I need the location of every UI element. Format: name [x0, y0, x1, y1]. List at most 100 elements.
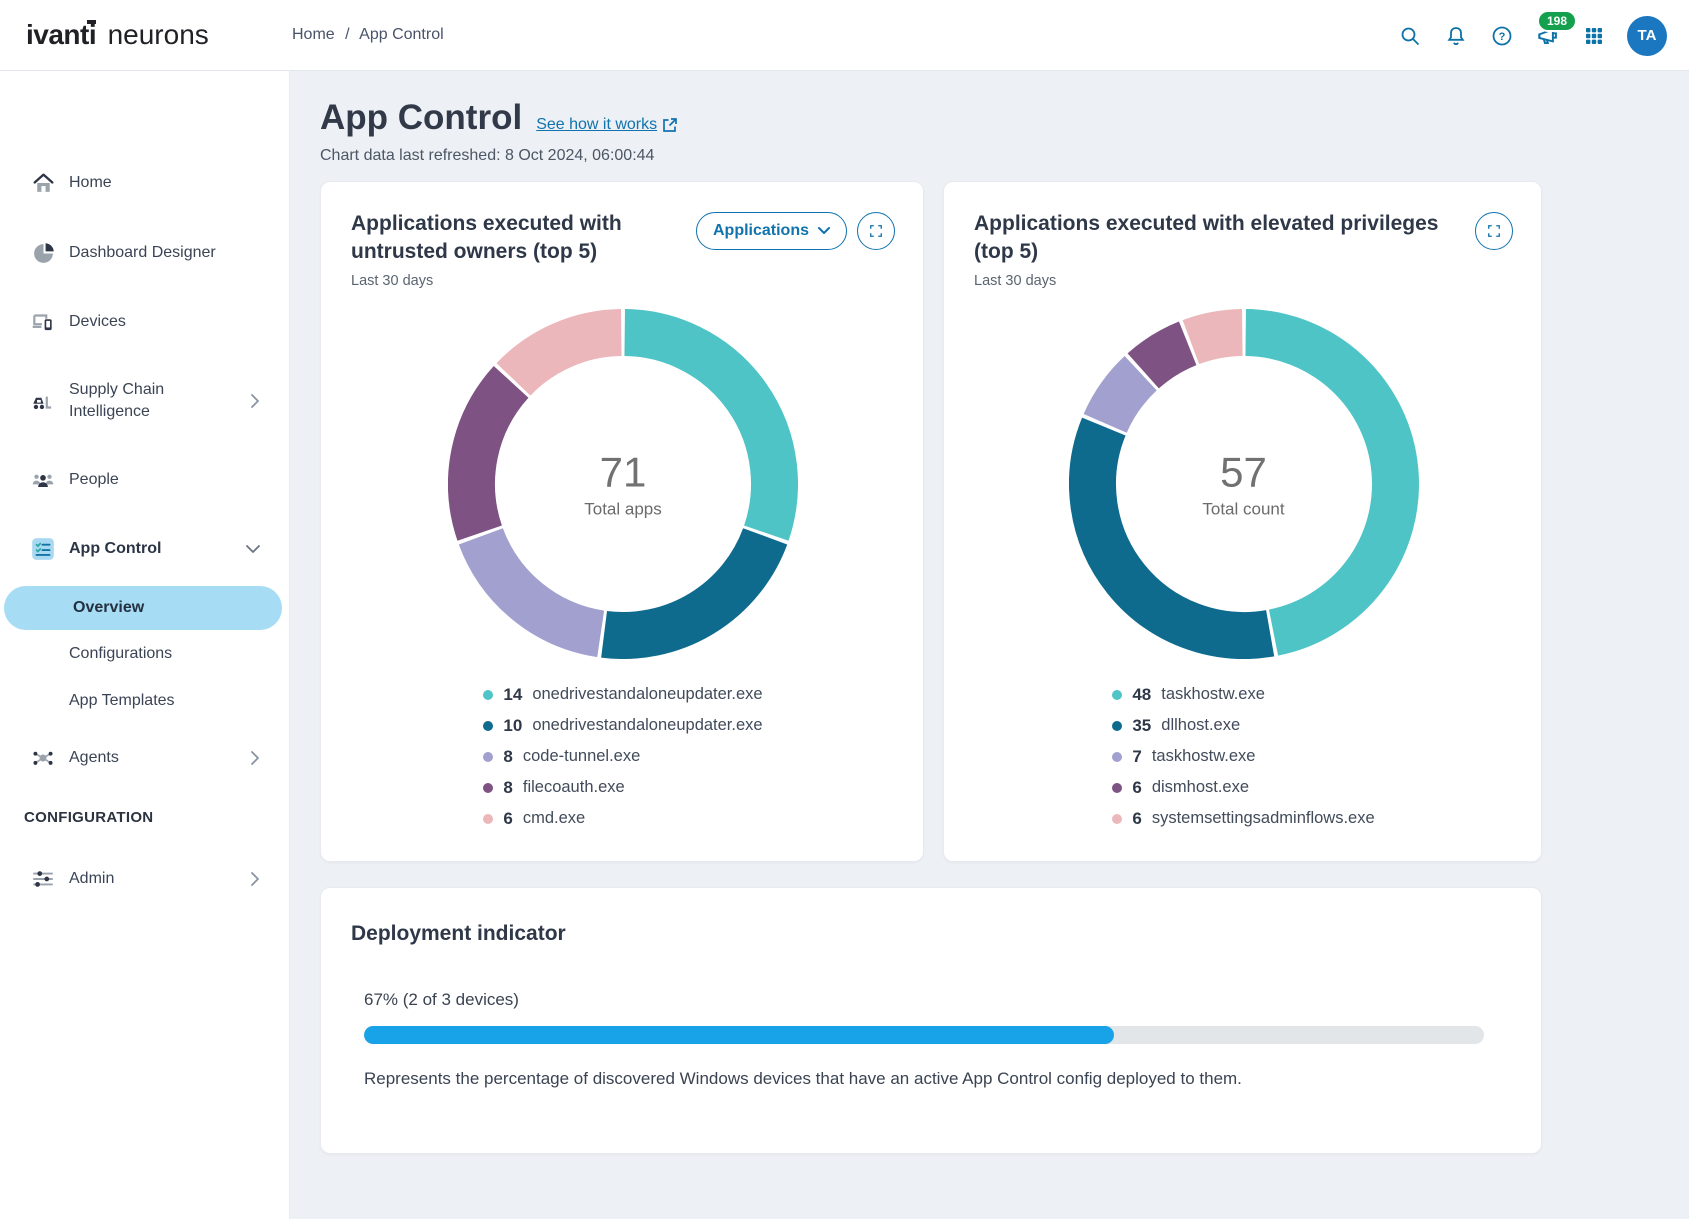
sidebar-label-app-control: App Control	[69, 539, 162, 557]
legend-item: 14 onedrivestandaloneupdater.exe	[483, 685, 763, 705]
notifications-bell-icon[interactable]	[1443, 23, 1469, 49]
legend-untrusted: 14 onedrivestandaloneupdater.exe 10 oned…	[483, 685, 763, 829]
sidebar: Home Dashboard Designer Devices Supply C…	[0, 71, 290, 1219]
sidebar-label-dashboard-designer: Dashboard Designer	[69, 243, 216, 261]
avatar[interactable]: TA	[1627, 15, 1667, 56]
chevron-down-icon	[818, 227, 830, 234]
legend-value: 35	[1132, 715, 1152, 735]
card-subtitle-elevated: Last 30 days	[974, 272, 1057, 289]
fullscreen-icon	[870, 225, 882, 237]
legend-item: 6 systemsettingsadminflows.exe	[1112, 808, 1375, 829]
legend-dot-pink	[483, 813, 494, 824]
sidebar-item-configurations[interactable]: Configurations	[0, 630, 289, 678]
legend-dot-lavender	[1112, 751, 1123, 762]
legend-value: 6	[1132, 808, 1142, 828]
expand-chart-button[interactable]	[857, 212, 895, 250]
legend-label: filecoauth.exe	[522, 778, 625, 797]
sidebar-label-supply-chain-intelligence: Supply Chain Intelligence	[69, 380, 165, 420]
ivanti-neurons-logo[interactable]: ivanti neurons	[26, 19, 209, 51]
sidebar-section-configuration: CONFIGURATION	[24, 809, 154, 826]
sidebar-item-app-templates[interactable]: App Templates	[0, 677, 289, 725]
topbar-actions: ? 198 TA	[1397, 0, 1667, 71]
legend-label: cmd.exe	[522, 809, 586, 828]
sidebar-item-agents[interactable]: Agents	[0, 734, 289, 782]
sidebar-label-home: Home	[69, 173, 112, 191]
sidebar-label-app-templates: App Templates	[69, 692, 175, 709]
announcements-megaphone-icon[interactable]: 198	[1535, 9, 1577, 49]
breadcrumb: Home / App Control	[292, 26, 444, 44]
sidebar-item-overview-active[interactable]: Overview	[4, 586, 282, 630]
sidebar-label-configurations: Configurations	[69, 645, 173, 662]
see-how-it-works-link[interactable]: See how it works	[536, 116, 678, 134]
page-title: App Control	[320, 98, 523, 137]
sidebar-item-app-control[interactable]: App Control	[0, 525, 289, 573]
donut-center-elevated: 57 Total count	[1202, 448, 1284, 519]
donut-chart-untrusted[interactable]: 71 Total apps	[448, 308, 798, 659]
legend-dot-plum	[483, 782, 494, 793]
apps-grid-icon[interactable]	[1581, 23, 1607, 49]
legend-label: taskhostw.exe	[1151, 747, 1256, 766]
legend-value: 8	[503, 777, 513, 797]
legend-label: code-tunnel.exe	[522, 747, 641, 766]
legend-value: 7	[1132, 746, 1142, 766]
donut-center-untrusted: 71 Total apps	[584, 448, 662, 519]
legend-dot-dark-blue	[1112, 720, 1123, 731]
sidebar-item-supply-chain-intelligence[interactable]: Supply Chain Intelligence	[0, 377, 289, 425]
deployment-title: Deployment indicator	[351, 922, 566, 945]
sidebar-label-devices: Devices	[69, 312, 126, 330]
logo-neurons: neurons	[107, 19, 209, 50]
applications-filter-dropdown[interactable]: Applications	[695, 212, 847, 250]
card-untrusted-owners: Applications executed with untrusted own…	[320, 181, 924, 862]
legend-item: 48 taskhostw.exe	[1112, 685, 1374, 705]
legend-item: 6 cmd.exe	[483, 809, 762, 829]
svg-text:?: ?	[1499, 31, 1506, 43]
sidebar-label-people: People	[69, 470, 119, 488]
app-control-checklist-icon	[30, 536, 56, 562]
donut-chart-elevated[interactable]: 57 Total count	[1068, 308, 1419, 659]
breadcrumb-home[interactable]: Home	[292, 26, 335, 43]
expand-chart-button[interactable]	[1475, 212, 1513, 250]
legend-elevated: 48 taskhostw.exe 35 dllhost.exe 7 taskho…	[1112, 685, 1375, 829]
sidebar-item-devices[interactable]: Devices	[0, 298, 289, 346]
deployment-percent-label: 67% (2 of 3 devices)	[364, 990, 519, 1009]
sidebar-label-agents: Agents	[69, 748, 119, 766]
home-icon	[30, 170, 56, 196]
fullscreen-icon	[1488, 225, 1500, 237]
deployment-progress-fill	[364, 1026, 1115, 1044]
sidebar-item-dashboard-designer[interactable]: Dashboard Designer	[0, 229, 289, 277]
sidebar-item-admin[interactable]: Admin	[0, 855, 289, 903]
total-apps-label: Total apps	[584, 499, 662, 519]
legend-item: 7 taskhostw.exe	[1112, 747, 1374, 767]
chevron-right-icon	[249, 750, 261, 766]
sidebar-label-admin: Admin	[69, 869, 115, 887]
sidebar-item-people[interactable]: People	[0, 456, 289, 504]
total-count-value: 57	[1220, 448, 1267, 496]
sidebar-item-home[interactable]: Home	[0, 159, 289, 207]
refresh-timestamp: Chart data last refreshed: 8 Oct 2024, 0…	[320, 147, 655, 164]
card-title-untrusted-owners: Applications executed with untrusted own…	[351, 212, 622, 264]
legend-value: 10	[503, 715, 523, 735]
legend-label: systemsettingsadminflows.exe	[1151, 809, 1375, 828]
legend-dot-teal	[483, 689, 494, 700]
topbar: ivanti neurons Home / App Control ? 198 …	[0, 0, 1689, 71]
total-apps-value: 71	[599, 448, 647, 496]
external-link-icon	[663, 118, 677, 132]
legend-label: dismhost.exe	[1151, 778, 1250, 797]
donut-svg-elevated	[1068, 308, 1419, 659]
legend-item: 10 onedrivestandaloneupdater.exe	[483, 715, 763, 736]
search-icon[interactable]	[1397, 23, 1423, 49]
logo-ivanti: ivanti	[26, 19, 97, 50]
card-title-elevated-privileges: Applications executed with elevated priv…	[974, 212, 1439, 264]
legend-value: 6	[1132, 777, 1142, 797]
legend-dot-plum	[1112, 782, 1123, 793]
notification-count-badge: 198	[1536, 9, 1577, 32]
legend-value: 8	[503, 746, 513, 766]
devices-icon	[30, 309, 56, 335]
breadcrumb-current: App Control	[359, 26, 444, 43]
help-icon[interactable]: ?	[1489, 23, 1515, 49]
total-count-label: Total count	[1202, 499, 1285, 519]
card-elevated-privileges: Applications executed with elevated priv…	[943, 181, 1542, 862]
admin-sliders-icon	[30, 866, 56, 892]
legend-item: 8 code-tunnel.exe	[483, 747, 762, 767]
chevron-right-icon	[249, 871, 261, 887]
